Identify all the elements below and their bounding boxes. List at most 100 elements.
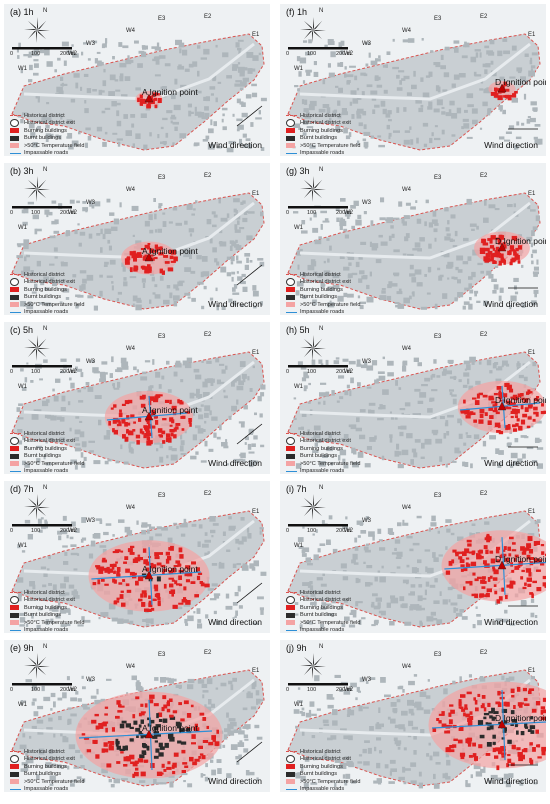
legend-item: Historical district exit xyxy=(10,437,150,446)
legend-text: Impassable roads xyxy=(24,468,69,474)
map-panel: (h) 5h N 0 100 200 m W1 W2 W3 W4 E3 E2 E1 D Ignition… xyxy=(280,322,546,474)
ignition-marker xyxy=(144,252,154,262)
exit-label: W4 xyxy=(402,505,411,511)
panel-label: (a) 1h xyxy=(10,7,34,17)
legend-item: Historical district xyxy=(286,271,426,279)
scale-label: 100 xyxy=(31,528,41,534)
legend-swatch xyxy=(10,470,21,472)
legend-text: Historical district exit xyxy=(300,279,351,286)
legend-swatch xyxy=(286,143,295,149)
ignition-label: D Ignition point xyxy=(495,713,546,723)
wind-direction-label: Wind direction xyxy=(484,617,538,627)
exit-label: E3 xyxy=(434,493,442,499)
ignition-marker xyxy=(497,719,507,729)
legend: Historical district Historical district e… xyxy=(286,589,426,633)
exit-label: E1 xyxy=(528,191,536,197)
legend-item: Historical district xyxy=(10,112,150,120)
legend-swatch xyxy=(10,612,19,618)
legend-text: Impassable roads xyxy=(24,786,69,792)
legend-text: Historical district xyxy=(300,589,341,596)
legend-item: Historical district xyxy=(10,589,150,597)
legend-text: Burnt buildings xyxy=(24,294,62,301)
legend-text: Historical district exit xyxy=(300,597,351,604)
exit-label: W3 xyxy=(86,200,95,206)
historical-district-outline xyxy=(287,192,541,310)
scale-label: 200 m xyxy=(336,369,352,375)
legend-item: Historical district exit xyxy=(10,119,150,128)
ignition-label: A Ignition point xyxy=(142,246,198,256)
district-map xyxy=(280,481,546,633)
exit-label: W4 xyxy=(126,346,135,352)
legend-text: Historical district exit xyxy=(300,120,351,127)
legend-swatch xyxy=(10,764,19,770)
exit-label: W2 xyxy=(68,369,77,375)
legend-item: Burning buildings xyxy=(10,763,150,771)
legend-item: Burnt buildings xyxy=(286,771,426,779)
legend: Historical district Historical district e… xyxy=(10,271,150,315)
legend-item: Historical district exit xyxy=(286,437,426,446)
exit-label: W1 xyxy=(294,543,303,549)
legend-text: Burning buildings xyxy=(300,286,343,293)
legend-swatch xyxy=(286,115,297,117)
north-label: N xyxy=(43,485,48,491)
scale-label: 0 xyxy=(10,528,14,534)
panel-label: (i) 7h xyxy=(286,484,307,494)
wind-arrow xyxy=(236,105,263,127)
district-map xyxy=(280,322,546,474)
legend-item: Historical district exit xyxy=(10,278,150,287)
ignition-label: A Ignition point xyxy=(142,723,198,733)
map-panel: (f) 1h N 0 100 200 m W1 W2 W3 W4 E3 E2 E1 D Ignition… xyxy=(280,4,546,156)
north-label: N xyxy=(43,167,48,173)
burning-buildings xyxy=(445,533,546,604)
legend-swatch xyxy=(10,461,19,467)
exit-label: W1 xyxy=(18,66,27,72)
legend-swatch xyxy=(10,433,21,435)
exit-label: E3 xyxy=(434,334,442,340)
exit-label: W3 xyxy=(362,359,371,365)
exit-label: E3 xyxy=(434,16,442,22)
exit-label: E1 xyxy=(252,668,260,674)
legend-text: Burning buildings xyxy=(300,763,343,770)
legend: Historical district Historical district e… xyxy=(10,430,150,474)
legend-swatch xyxy=(286,433,297,435)
legend-item: Impassable roads xyxy=(10,150,150,156)
legend-item: >50°C Temperature field xyxy=(10,619,150,627)
legend-swatch xyxy=(286,620,295,626)
legend-item: Burnt buildings xyxy=(286,135,426,143)
legend-text: Burning buildings xyxy=(24,445,67,452)
exit-label: E2 xyxy=(480,650,488,656)
exit-label: W2 xyxy=(344,687,353,693)
scale-bar xyxy=(288,683,348,686)
legend-text: Impassable roads xyxy=(300,309,345,315)
legend-text: >50°C Temperature field xyxy=(300,778,361,785)
legend-swatch xyxy=(286,470,297,472)
legend-item: Burning buildings xyxy=(286,445,426,453)
burning-buildings xyxy=(124,243,178,275)
legend-text: Burnt buildings xyxy=(300,135,338,142)
legend-item: >50°C Temperature field xyxy=(286,778,426,786)
exit-label: E3 xyxy=(158,493,166,499)
map-panel: (d) 7h N 0 100 200 m W1 W2 W3 W4 E3 E2 E1 A Ignition… xyxy=(4,481,270,633)
legend-text: Historical district exit xyxy=(24,438,75,445)
map-panel: (a) 1h N 0 100 200 m W1 W2 W3 W4 E3 E2 E1 A Ignition… xyxy=(4,4,270,156)
map-panel: (e) 9h N 0 100 200 m W1 W2 W3 W4 E3 E2 E1 A Ignition… xyxy=(4,640,270,792)
ignition-label: A Ignition point xyxy=(142,564,198,574)
legend-text: >50°C Temperature field xyxy=(24,301,85,308)
legend-item: Historical district exit xyxy=(286,278,426,287)
legend: Historical district Historical district e… xyxy=(10,589,150,633)
legend-swatch xyxy=(286,592,297,594)
legend-text: Burning buildings xyxy=(24,286,67,293)
legend-item: Historical district xyxy=(286,112,426,120)
buildings xyxy=(16,198,265,311)
ignition-label: D Ignition point xyxy=(495,554,546,564)
ignition-marker xyxy=(144,729,154,739)
legend-swatch xyxy=(10,437,19,446)
district-map xyxy=(4,640,270,792)
legend-text: Burnt buildings xyxy=(24,135,62,142)
legend-swatch xyxy=(10,311,21,313)
north-arrow xyxy=(24,17,50,43)
scale-label: 100 xyxy=(307,210,317,216)
north-label: N xyxy=(319,8,324,14)
exit-label: W4 xyxy=(402,187,411,193)
legend-item: Impassable roads xyxy=(10,627,150,633)
